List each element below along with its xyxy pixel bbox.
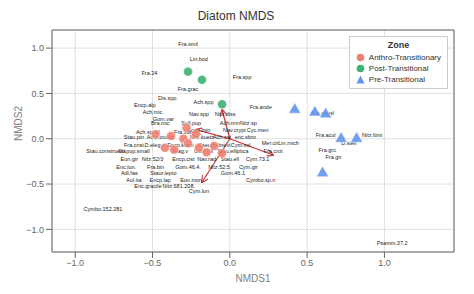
svg-text:NMDS2: NMDS2 bbox=[13, 106, 24, 141]
svg-text:Cym.lun: Cym.lun bbox=[189, 188, 209, 194]
svg-text:Fra.grc: Fra.grc bbox=[319, 147, 337, 153]
svg-text:Sell.pup: Sell.pup bbox=[181, 120, 202, 127]
svg-text:Encp.min: Encp.min bbox=[187, 126, 211, 133]
svg-text:Nitz.52/3: Nitz.52/3 bbox=[142, 156, 164, 162]
svg-text:−1.0: −1.0 bbox=[26, 225, 44, 235]
svg-text:Cym.gir: Cym.gir bbox=[239, 164, 258, 170]
svg-text:Mer.cir: Mer.cir bbox=[262, 140, 279, 146]
svg-text:Nitz.681.208.: Nitz.681.208. bbox=[162, 182, 195, 189]
svg-text:Cymbo.sp.n: Cymbo.sp.n bbox=[246, 177, 275, 183]
svg-text:Nav.crypt: Nav.crypt bbox=[223, 127, 246, 133]
svg-text:Nav.rad: Nav.rad bbox=[197, 155, 216, 162]
svg-text:Fra.ande: Fra.ande bbox=[250, 104, 272, 110]
svg-text:Gom.46.4.: Gom.46.4. bbox=[175, 164, 201, 170]
svg-text:Nav.spp: Nav.spp bbox=[189, 111, 209, 117]
html-text:Diatom NMDS: Diatom NMDS bbox=[197, 9, 275, 23]
svg-text:Encp.cist: Encp.cist bbox=[172, 156, 195, 162]
svg-text:Ach.spp: Ach.spp bbox=[194, 99, 214, 105]
svg-text:Fra.acul: Fra.acul bbox=[316, 132, 336, 138]
svg-text:Fra.smil: Fra.smil bbox=[178, 41, 198, 47]
svg-text:Nitz.sp: Nitz.sp bbox=[240, 120, 257, 126]
svg-text:Enc.lun.: Enc.lun. bbox=[116, 164, 136, 170]
svg-text:Fra.24: Fra.24 bbox=[141, 70, 157, 76]
svg-text:Fra.bin: Fra.bin bbox=[147, 164, 164, 170]
svg-text:Cymbo.152.281: Cymbo.152.281 bbox=[84, 206, 123, 212]
svg-text:Staur.lepto: Staur.lepto bbox=[150, 170, 176, 176]
svg-text:Fra.grac: Fra.grac bbox=[178, 86, 199, 92]
svg-text:Ach.min: Ach.min bbox=[220, 120, 240, 126]
svg-text:Gom.46.1: Gom.46.1 bbox=[221, 170, 245, 176]
svg-text:Fra.gir: Fra.gir bbox=[325, 154, 341, 160]
svg-text:Psamm.37.2: Psamm.37.2 bbox=[377, 240, 408, 246]
svg-text:Encp.lap: Encp.lap bbox=[150, 177, 171, 183]
svg-text:Sti.pup.small: Sti.pup.small bbox=[118, 148, 150, 154]
svg-text:Enc.gracile: Enc.gracile bbox=[134, 183, 161, 189]
svg-text:enc.sbro: enc.sbro bbox=[235, 134, 256, 140]
svg-text:0.0: 0.0 bbox=[31, 134, 44, 144]
svg-text:Lin.mich: Lin.mich bbox=[278, 140, 298, 146]
svg-text:Aul.ita: Aul.ita bbox=[126, 177, 142, 183]
svg-text:Ach.mic: Ach.mic bbox=[143, 109, 163, 115]
svg-text:NMDS1: NMDS1 bbox=[235, 273, 270, 284]
svg-text:Nitz.52.5: Nitz.52.5 bbox=[208, 164, 230, 170]
svg-text:Stau.elliptica: Stau.elliptica bbox=[217, 148, 249, 155]
svg-text:D.stell: D.stell bbox=[341, 140, 357, 147]
svg-text:Dis.spp.: Dis.spp. bbox=[158, 95, 178, 101]
svg-text:Fra.crot: Fra.crot bbox=[264, 148, 283, 154]
svg-text:Eun.mon: Eun.mon bbox=[180, 177, 202, 183]
svg-text:Lin.bod: Lin.bod bbox=[190, 56, 208, 62]
svg-text:Encp.alp: Encp.alp bbox=[134, 102, 155, 108]
html-text:Fra.cnst D.eleg: Fra.cnst D.eleg bbox=[124, 142, 161, 149]
svg-text:Nitz.font: Nitz.font bbox=[362, 132, 383, 138]
svg-text:−0.5: −0.5 bbox=[26, 179, 44, 189]
svg-text:Frag.v: Frag.v bbox=[172, 148, 189, 155]
html-text:Post-Transitional: Post-Transitional bbox=[368, 64, 429, 73]
svg-text:Stau.ell: Stau.ell bbox=[220, 155, 239, 162]
svg-text:Adl.fas: Adl.fas bbox=[121, 170, 138, 176]
svg-text:Amp.ovalis: Amp.ovalis bbox=[146, 133, 174, 140]
html-text:Pre-Transitional: Pre-Transitional bbox=[368, 75, 425, 84]
svg-text:Cyc.men: Cyc.men bbox=[247, 127, 269, 133]
svg-text:0.0: 0.0 bbox=[224, 258, 237, 268]
svg-text:−0.5: −0.5 bbox=[144, 258, 162, 268]
svg-text:Nitz.kuetz: Nitz.kuetz bbox=[189, 133, 215, 140]
svg-text:Fra.spp: Fra.spp bbox=[233, 74, 252, 80]
svg-text:−1.0: −1.0 bbox=[66, 258, 84, 268]
svg-text:Stau.construens: Stau.construens bbox=[86, 147, 126, 154]
svg-text:1.0: 1.0 bbox=[378, 258, 391, 268]
svg-text:Stau.pin: Stau.pin bbox=[124, 134, 144, 140]
svg-text:Eun.gir: Eun.gir bbox=[121, 156, 139, 162]
svg-text:Bra.mic: Bra.mic bbox=[151, 120, 170, 126]
svg-text:Gom.var: Gom.var bbox=[152, 115, 174, 122]
svg-text:1.0: 1.0 bbox=[31, 43, 44, 53]
svg-text:Nitz.diss: Nitz.diss bbox=[215, 111, 236, 117]
html-text:Zone: Zone bbox=[387, 40, 410, 50]
html-text:Anthro-Transitionary: Anthro-Transitionary bbox=[368, 53, 441, 62]
svg-text:Cym.vul: Cym.vul bbox=[231, 142, 251, 148]
svg-text:Cym.73.1: Cym.73.1 bbox=[246, 156, 270, 162]
svg-text:0.5: 0.5 bbox=[301, 258, 314, 268]
svg-text:Ach.cat: Ach.cat bbox=[213, 134, 232, 140]
svg-text:0.5: 0.5 bbox=[31, 89, 44, 99]
